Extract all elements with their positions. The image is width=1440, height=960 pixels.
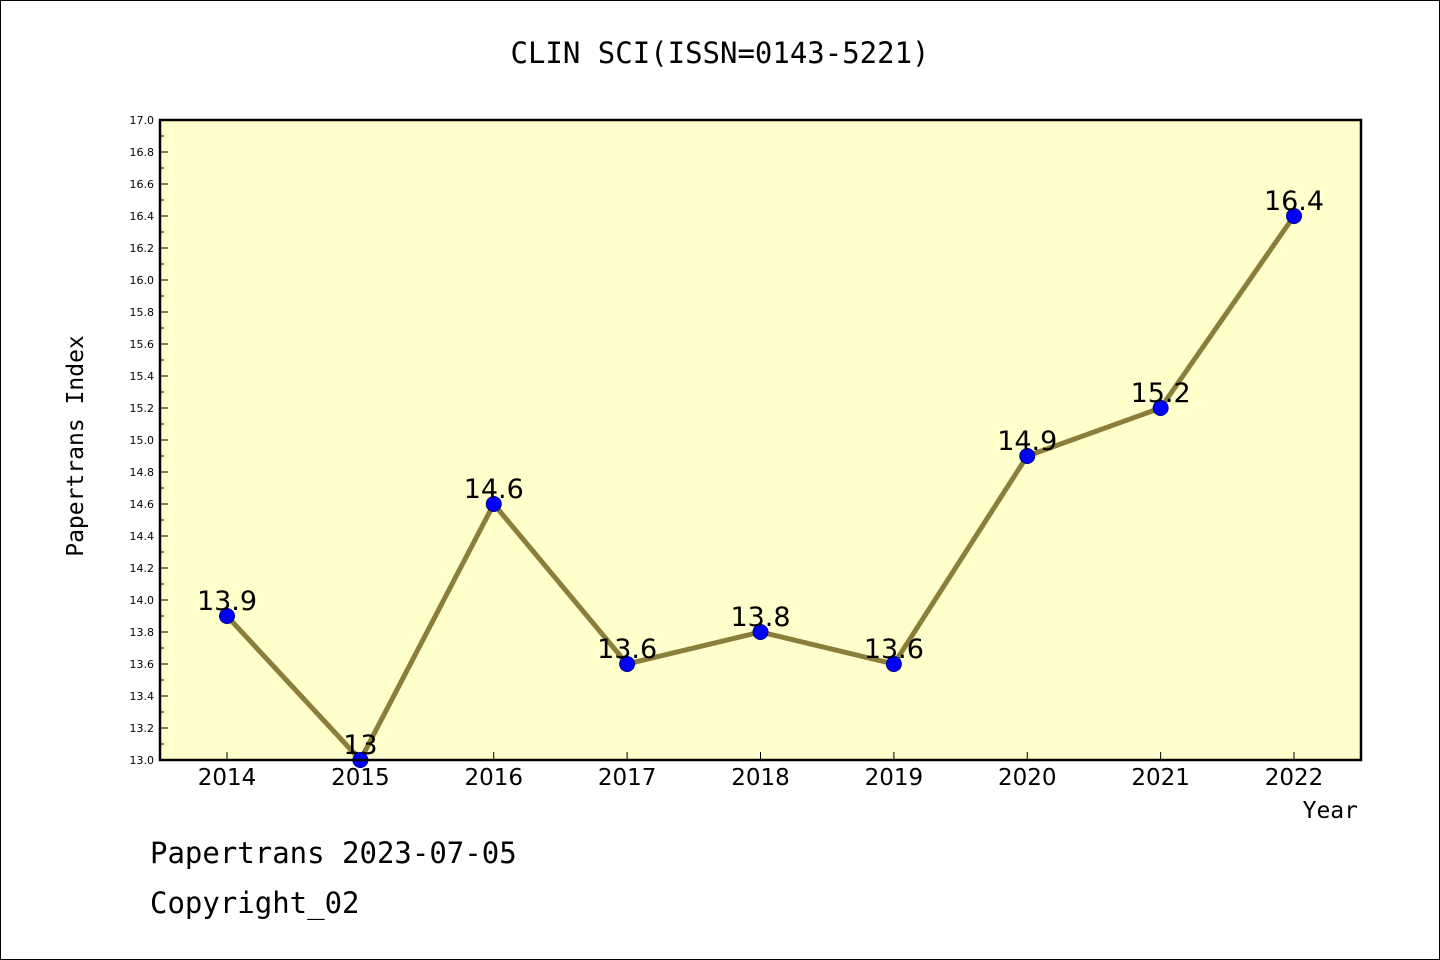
y-tick-label: 15.0 — [130, 434, 155, 447]
footer-copyright: Copyright_02 — [150, 886, 360, 920]
data-label: 14.6 — [464, 474, 524, 505]
y-tick-label: 14.6 — [130, 498, 155, 511]
y-tick-label: 13.2 — [130, 722, 155, 735]
x-tick-label: 2015 — [331, 765, 390, 791]
x-axis-label: Year — [1302, 798, 1358, 824]
series-layer: 13.9 13 14.6 13.6 13.8 13.6 14.9 15.2 16.4 — [197, 186, 1324, 768]
y-tick-label: 13.8 — [130, 626, 155, 639]
data-label: 14.9 — [997, 426, 1057, 457]
x-tick-label: 2014 — [198, 765, 257, 791]
data-point — [1152, 400, 1169, 416]
data-label: 15.2 — [1131, 378, 1191, 409]
y-axis: 13.0 13.2 13.4 13.6 13.8 14.0 14.2 14.4 14.6 14.8… — [130, 114, 168, 767]
x-tick-label: 2016 — [464, 765, 523, 791]
plot-area — [160, 120, 1361, 760]
data-point — [1286, 208, 1302, 224]
y-tick-label: 15.8 — [130, 306, 155, 319]
data-label: 13.6 — [597, 634, 657, 665]
y-tick-label: 15.4 — [130, 370, 155, 383]
data-point — [885, 656, 902, 672]
data-label: 13.9 — [197, 586, 257, 617]
x-tick-label: 2020 — [998, 765, 1057, 791]
data-point — [752, 624, 769, 640]
y-tick-label: 14.0 — [130, 594, 155, 607]
footer-date: Papertrans 2023-07-05 — [150, 836, 517, 870]
y-tick-label: 14.4 — [130, 530, 155, 543]
data-label: 16.4 — [1264, 186, 1324, 217]
y-tick-label: 13.4 — [130, 690, 155, 703]
x-tick-label: 2018 — [731, 765, 790, 791]
data-point — [619, 656, 636, 672]
y-tick-label: 17.0 — [130, 114, 155, 127]
data-label: 13 — [343, 730, 377, 761]
x-tick-label: 2022 — [1265, 765, 1324, 791]
y-tick-label: 15.2 — [130, 402, 155, 415]
x-axis: 2014 2015 2016 2017 2018 2019 2020 2021 2022 — [198, 752, 1324, 791]
data-label: 13.8 — [730, 602, 790, 633]
y-tick-label: 15.6 — [130, 338, 155, 351]
y-tick-label: 16.2 — [130, 242, 155, 255]
x-tick-label: 2017 — [598, 765, 657, 791]
y-tick-label: 16.8 — [130, 146, 155, 159]
chart-title: CLIN SCI(ISSN=0143-5221) — [510, 36, 930, 70]
data-point — [1019, 448, 1036, 464]
y-tick-label: 16.6 — [130, 178, 155, 191]
x-tick-label: 2021 — [1131, 765, 1190, 791]
plot-border — [158, 118, 1363, 762]
x-tick-label: 2019 — [865, 765, 924, 791]
y-tick-label: 14.8 — [130, 466, 155, 479]
y-tick-label: 13.0 — [130, 754, 155, 767]
y-tick-label: 16.0 — [130, 274, 155, 287]
y-tick-label: 13.6 — [130, 658, 155, 671]
data-point — [485, 496, 502, 512]
y-tick-label: 14.2 — [130, 562, 155, 575]
data-point — [219, 608, 235, 624]
data-label: 13.6 — [864, 634, 924, 665]
y-tick-label: 16.4 — [130, 210, 155, 223]
